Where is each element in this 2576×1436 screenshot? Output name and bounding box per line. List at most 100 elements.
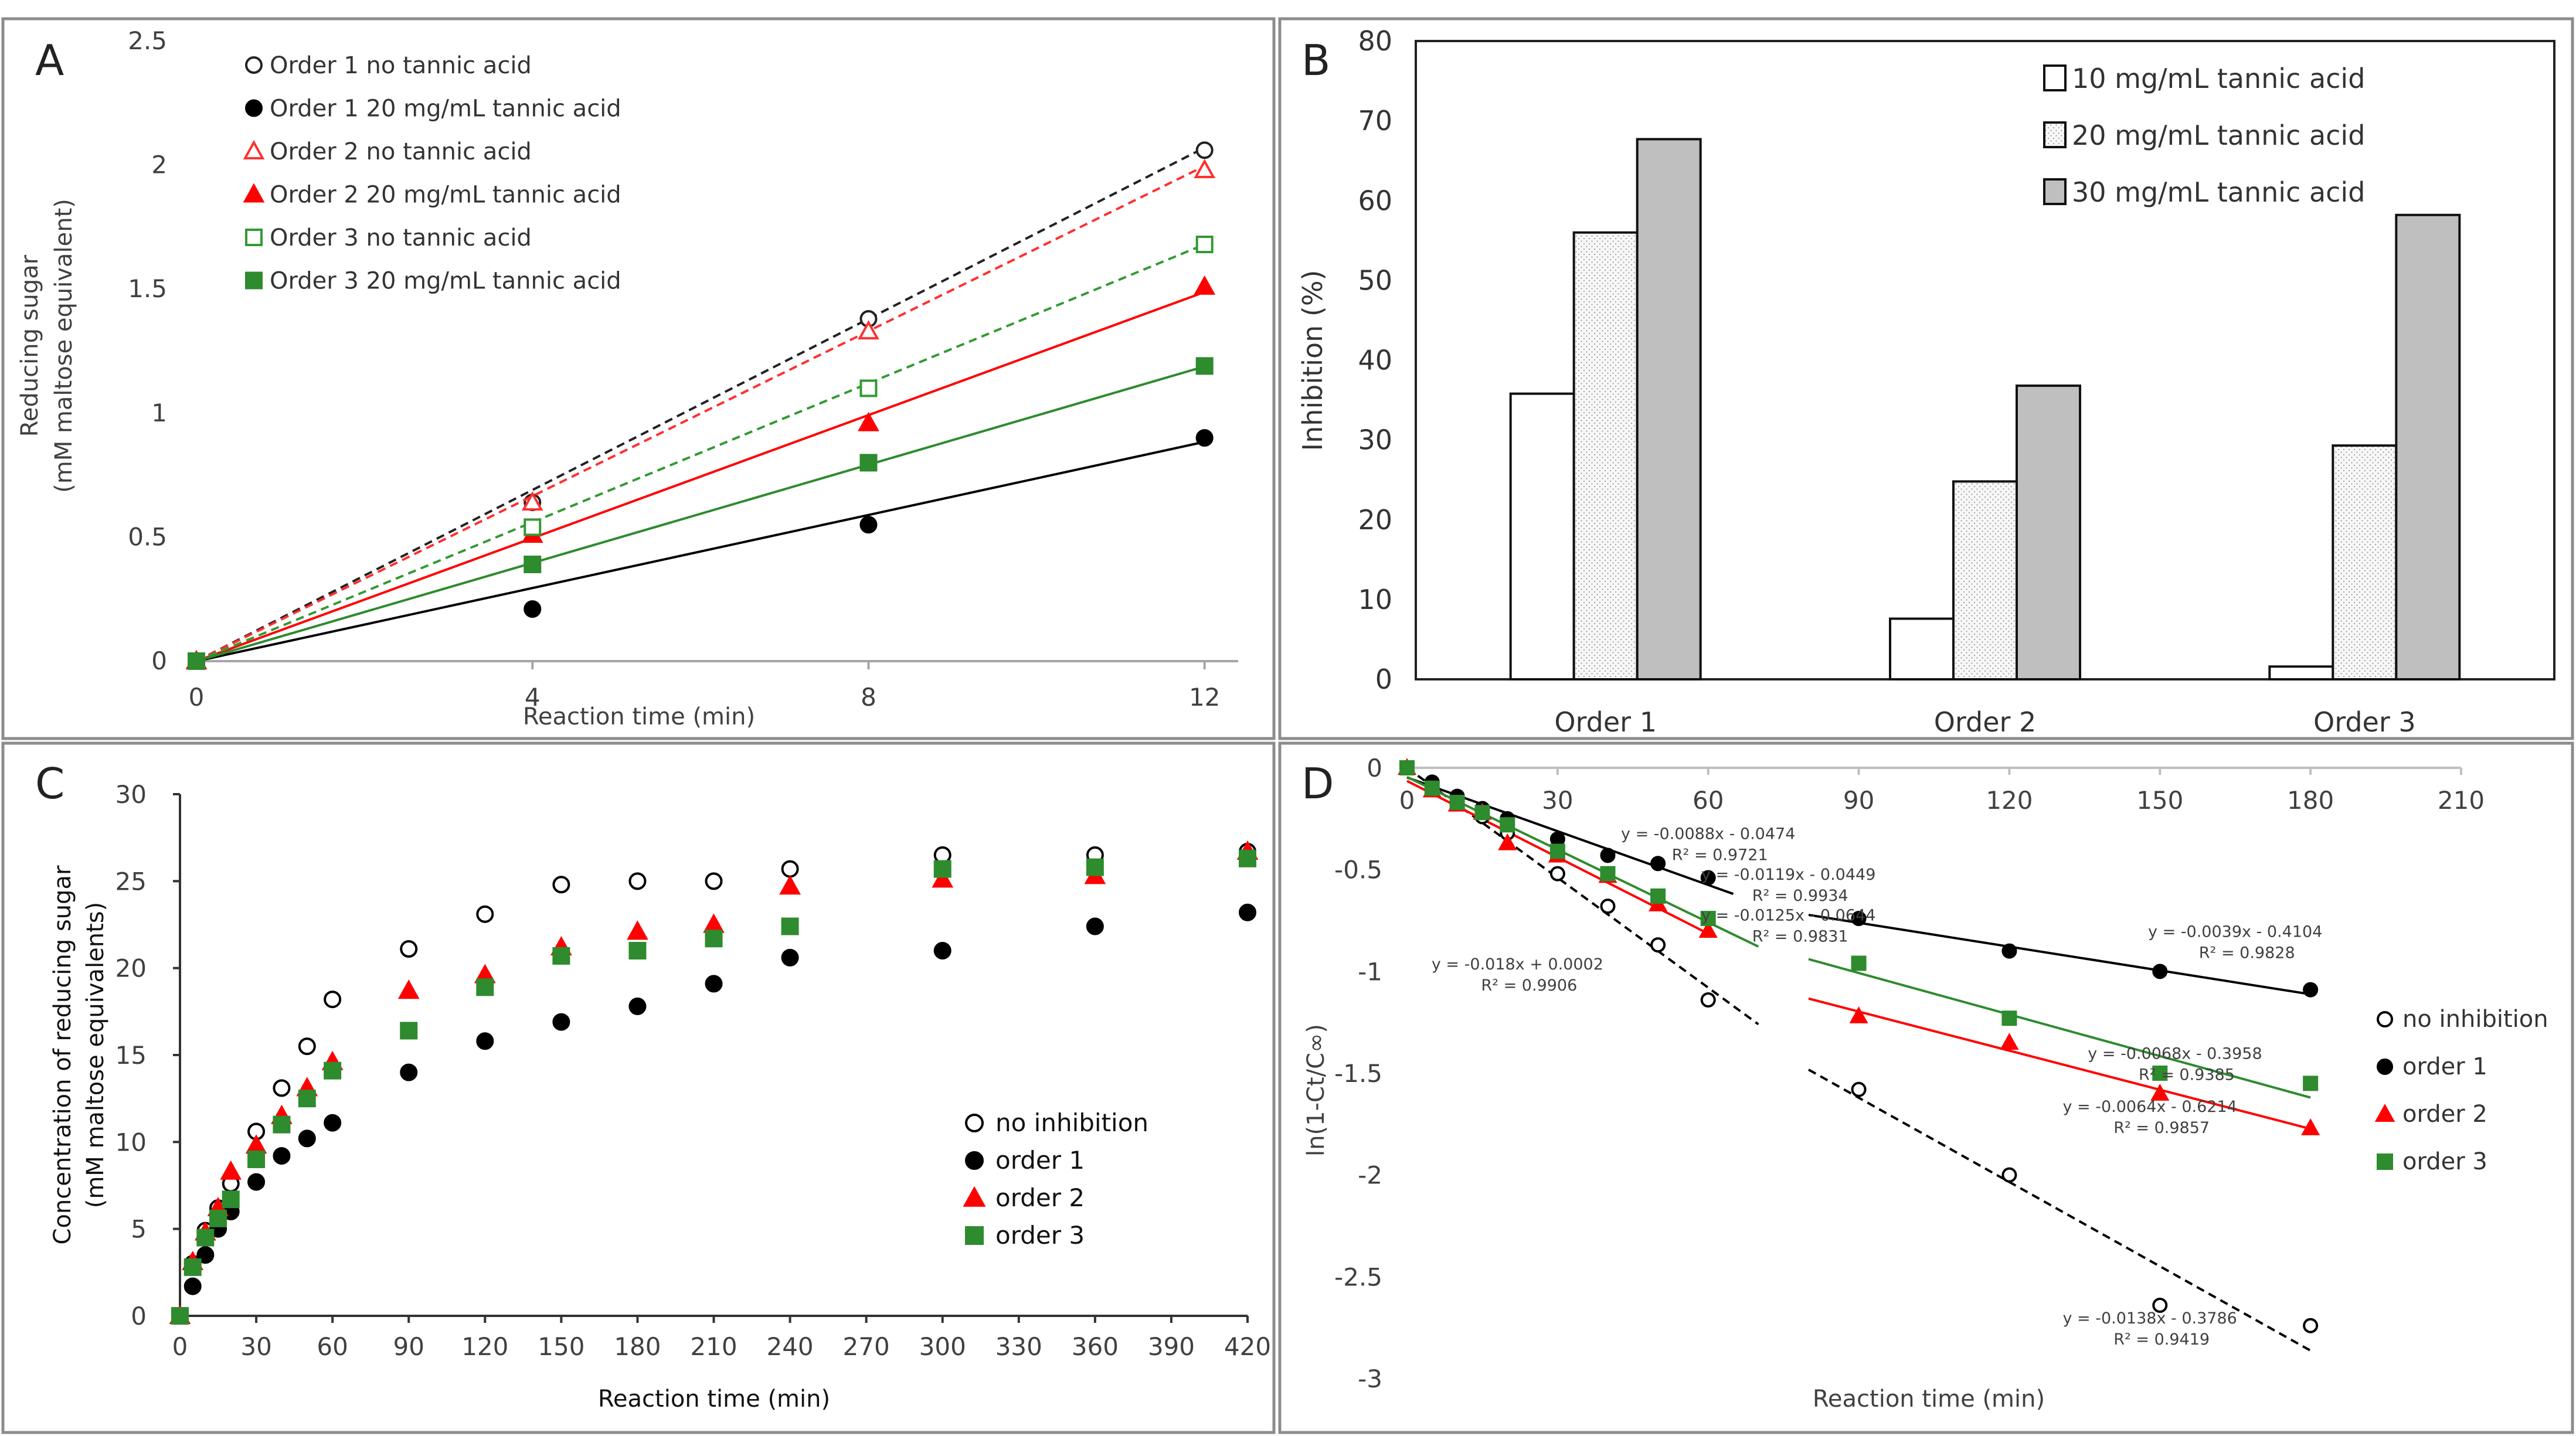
panel-c-point — [781, 948, 799, 967]
panel-c-legend-marker — [965, 1151, 984, 1170]
panel-a-point — [1195, 357, 1214, 375]
panel-c-legend-label: order 3 — [995, 1221, 1085, 1250]
panel-a-legend-label: Order 3 no tannic acid — [270, 224, 532, 251]
panel-c-x-tick-label: 330 — [995, 1332, 1042, 1361]
panel-d-y-tick-label: -1 — [1358, 957, 1382, 986]
panel-c-point — [627, 920, 648, 940]
panel-d-x-tick-label: 210 — [2438, 786, 2485, 815]
panel-c-point — [1239, 903, 1256, 921]
panel-d-point — [1700, 911, 1716, 927]
panel-b-bar — [2395, 213, 2461, 680]
panel-d-fit-equation: y = -0.018x + 0.0002 — [1432, 955, 1603, 974]
panel-c-legend-label: no inhibition — [995, 1108, 1148, 1137]
panel-d-x-tick-label: 180 — [2287, 786, 2334, 815]
panel-a-x-tick-label: 4 — [525, 683, 541, 712]
panel-d-x-tick-label: 0 — [1399, 786, 1415, 815]
panel-c-y-tick-label: 0 — [131, 1302, 147, 1330]
panel-d-legend-marker — [2377, 1153, 2393, 1170]
panel-a-point — [1195, 141, 1214, 159]
panel-a-y-tick-label: 1 — [151, 399, 167, 427]
panel-d-point — [2000, 1033, 2019, 1050]
panel-c-point — [196, 1246, 215, 1264]
panel-d-legend-marker — [2377, 1059, 2393, 1075]
panel-b-y-tick-label: 30 — [1358, 424, 1392, 456]
panel-c-x-label: Reaction time (min) — [598, 1386, 830, 1413]
panel-b-bar — [2268, 665, 2334, 680]
panel-d-fit-r2: R² = 0.9831 — [1752, 928, 1848, 946]
panel-c-point — [273, 1115, 291, 1134]
panel-c-point — [397, 979, 420, 999]
panel-c-point — [552, 947, 570, 965]
panel-a-point — [859, 516, 878, 534]
panel-a-x-label: Reaction time (min) — [523, 703, 755, 730]
panel-d-fit-r2: R² = 0.9934 — [1752, 887, 1848, 905]
panel-b-chart: 0 10 20 30 40 50 60 70 80 Inhibition (%) Order 1 Or… — [1297, 25, 2555, 738]
panel-c-point — [400, 1022, 418, 1040]
panel-c-x-tick-label: 0 — [172, 1332, 188, 1361]
panel-a-legend-marker — [243, 139, 265, 159]
panel-d-x-label: Reaction time (min) — [1813, 1386, 2045, 1413]
panel-a-y-label-2: (mM maltose equivalent) — [50, 199, 77, 493]
panel-c-point — [1239, 849, 1256, 867]
panel-c-x-tick-label: 90 — [393, 1332, 424, 1361]
panel-a-point — [524, 518, 542, 536]
panel-b-legend-label: 10 mg/mL tannic acid — [2072, 63, 2365, 94]
panel-c-point — [1086, 858, 1104, 876]
panel-d-point — [2303, 1076, 2319, 1091]
panel-d-point — [1424, 780, 1440, 796]
panel-letter-b: B — [1301, 36, 1330, 85]
panel-d-point — [1650, 856, 1666, 872]
panel-c-point — [222, 1190, 240, 1209]
panel-c-point — [705, 975, 723, 993]
panel-c-point — [552, 1013, 570, 1031]
panel-d-legend-label: no inhibition — [2402, 1006, 2548, 1033]
panel-b-category-label: Order 2 — [1934, 706, 2037, 738]
panel-c-legend-marker — [965, 1114, 984, 1132]
panel-d-fit-equation: y = -0.0039x - 0.4104 — [2148, 923, 2322, 941]
panel-a-point — [521, 491, 543, 511]
panel-b-bar — [1572, 231, 1639, 680]
panel-d-x-tick-label: 150 — [2136, 786, 2183, 815]
panel-d-point — [2301, 1118, 2320, 1135]
panel-d-legend-label: order 3 — [2402, 1148, 2487, 1175]
panel-d-y-tick-label: 0 — [1367, 754, 1382, 782]
panel-c-x-tick-label: 240 — [766, 1332, 813, 1361]
panel-d-y-tick-label: -2.5 — [1334, 1263, 1382, 1291]
panel-c-point — [183, 1258, 202, 1276]
panel-d-point — [1698, 921, 1718, 938]
panel-d-fit-r2: R² = 0.9906 — [1481, 976, 1577, 995]
panel-d-fit-line — [1808, 997, 2311, 1130]
panel-c-point — [552, 876, 570, 894]
panel-d-legend-marker — [2377, 1011, 2393, 1027]
panel-c-point — [324, 1061, 342, 1080]
panel-b-bar — [2332, 444, 2398, 680]
panel-d-legend-label: order 2 — [2402, 1101, 2487, 1128]
panel-c-point — [247, 1151, 266, 1168]
panel-b-y-tick-label: 70 — [1358, 105, 1392, 137]
panel-b-category-label: Order 1 — [1554, 706, 1657, 738]
panel-c-legend-label: order 1 — [995, 1146, 1085, 1175]
panel-a-legend-marker — [243, 183, 265, 203]
panel-d-point — [1650, 937, 1666, 953]
panel-c-point — [324, 1114, 342, 1132]
panel-d-fit-equation: y = -0.0138x - 0.3786 — [2062, 1309, 2237, 1328]
panel-d-point — [2152, 1066, 2168, 1081]
panel-d-y-tick-label: -1.5 — [1334, 1059, 1382, 1088]
panel-d-point — [1851, 911, 1867, 927]
panel-d-point — [1700, 992, 1716, 1008]
panel-b-y-tick-label: 60 — [1358, 185, 1392, 216]
panel-d-fit-r2: R² = 0.9828 — [2199, 944, 2295, 962]
panel-c-point — [298, 1037, 316, 1056]
panel-a-legend-label: Order 1 no tannic acid — [270, 52, 532, 79]
panel-a-trendline — [196, 243, 1205, 662]
panel-a-legend-marker — [245, 99, 263, 117]
panel-a-y-label-1: Reducing sugar — [16, 254, 43, 437]
panel-b-y-tick-label: 50 — [1358, 264, 1392, 296]
panel-d-frame — [1278, 741, 2574, 1434]
panel-b-frame — [1278, 17, 2574, 740]
panel-b-category-label: Order 3 — [2313, 706, 2416, 738]
panel-c-point — [703, 913, 725, 933]
panel-d-legend-label: order 1 — [2402, 1053, 2487, 1080]
panel-d-point — [1600, 848, 1616, 863]
panel-d-x-tick-label: 90 — [1843, 786, 1874, 815]
